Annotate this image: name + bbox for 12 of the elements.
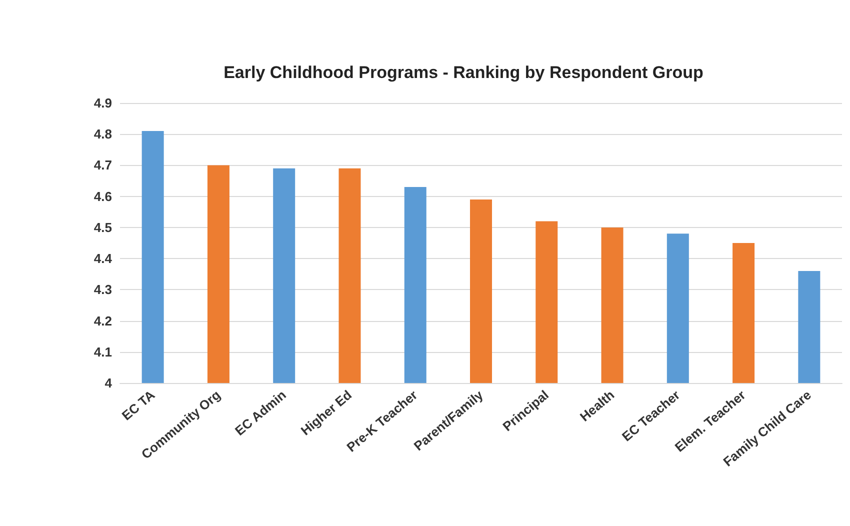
x-tick-label: EC TA [118,386,158,424]
y-tick-label: 4.7 [94,158,112,173]
y-tick-label: 4 [104,376,113,390]
y-tick-label: 4.4 [94,251,113,266]
y-tick-label: 4.5 [94,220,112,235]
chart-title: Early Childhood Programs - Ranking by Respondent Group [224,63,704,82]
y-tick-label: 4.3 [94,282,112,298]
y-tick-label: 4.6 [94,188,112,204]
y-tick-label: 4.8 [94,126,112,142]
y-tick-label: 4.9 [94,96,112,110]
y-tick-label: 4.2 [94,313,112,328]
y-tick-label: 4.1 [94,344,112,360]
